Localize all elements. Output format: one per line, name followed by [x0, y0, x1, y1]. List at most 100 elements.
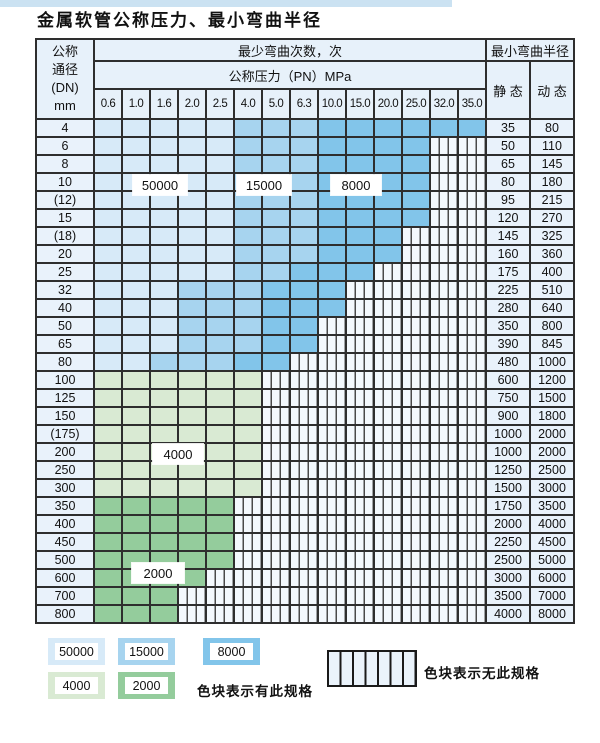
spec-cell: [207, 210, 233, 226]
no-spec-cell: [291, 498, 317, 514]
dynamic-radius-cell: 80: [531, 120, 573, 136]
no-spec-cell: [235, 516, 261, 532]
spec-cell: [291, 300, 317, 316]
spec-cell: [235, 444, 261, 460]
dynamic-radius-cell: 845: [531, 336, 573, 352]
no-spec-cell: [291, 552, 317, 568]
static-radius-cell: 2500: [487, 552, 529, 568]
no-spec-cell: [291, 534, 317, 550]
no-spec-cell: [459, 300, 485, 316]
spec-cell: [123, 192, 149, 208]
spec-cell: [291, 156, 317, 172]
no-spec-cell: [263, 552, 289, 568]
spec-cell: [95, 120, 121, 136]
pressure-tick: 20.0: [375, 90, 401, 118]
spec-cell: [263, 210, 289, 226]
no-spec-cell: [263, 498, 289, 514]
spec-cell: [235, 480, 261, 496]
cycle-count-label: 8000: [331, 175, 381, 195]
no-spec-cell: [179, 588, 205, 604]
spec-cell: [123, 372, 149, 388]
static-radius-cell: 280: [487, 300, 529, 316]
no-spec-cell: [375, 282, 401, 298]
spec-cell: [95, 300, 121, 316]
spec-cell: [319, 282, 345, 298]
spec-cell: [263, 228, 289, 244]
no-spec-cell: [375, 390, 401, 406]
cycle-count-label: 4000: [153, 444, 203, 464]
pressure-tick: 1.6: [151, 90, 177, 118]
no-spec-cell: [319, 498, 345, 514]
no-spec-cell: [403, 318, 429, 334]
dynamic-radius-cell: 3000: [531, 480, 573, 496]
dynamic-radius-cell: 325: [531, 228, 573, 244]
no-spec-cell: [459, 462, 485, 478]
spec-cell: [235, 156, 261, 172]
no-spec-cell: [403, 408, 429, 424]
no-spec-cell: [375, 516, 401, 532]
spec-cell: [207, 516, 233, 532]
spec-cell: [151, 318, 177, 334]
static-radius-cell: 600: [487, 372, 529, 388]
dynamic-radius-cell: 4500: [531, 534, 573, 550]
dynamic-radius-cell: 1000: [531, 354, 573, 370]
dn-cell: 100: [37, 372, 93, 388]
dn-cell: 350: [37, 498, 93, 514]
dn-cell: 600: [37, 570, 93, 586]
spec-cell: [151, 534, 177, 550]
dynamic-radius-cell: 400: [531, 264, 573, 280]
spec-cell: [291, 174, 317, 190]
dn-cell: (12): [37, 192, 93, 208]
spec-cell: [123, 282, 149, 298]
spec-cell: [179, 282, 205, 298]
no-spec-cell: [431, 336, 457, 352]
spec-cell: [179, 318, 205, 334]
spec-cell: [123, 480, 149, 496]
spec-cell: [95, 210, 121, 226]
spec-cell: [179, 372, 205, 388]
no-spec-cell: [375, 498, 401, 514]
no-spec-cell: [319, 606, 345, 622]
spec-cell: [403, 174, 429, 190]
spec-cell: [95, 462, 121, 478]
static-radius-cell: 175: [487, 264, 529, 280]
spec-cell: [403, 210, 429, 226]
spec-cell: [347, 120, 373, 136]
static-radius-cell: 1750: [487, 498, 529, 514]
spec-cell: [95, 552, 121, 568]
no-spec-swatch: [327, 650, 417, 687]
no-spec-cell: [431, 264, 457, 280]
spec-cell: [95, 408, 121, 424]
spec-cell: [95, 426, 121, 442]
spec-cell: [375, 192, 401, 208]
spec-cell: [123, 336, 149, 352]
spec-cell: [151, 480, 177, 496]
static-radius-cell: 50: [487, 138, 529, 154]
no-spec-cell: [375, 534, 401, 550]
dn-cell: (18): [37, 228, 93, 244]
no-spec-cell: [319, 588, 345, 604]
no-spec-cell: [459, 264, 485, 280]
spec-cell: [207, 156, 233, 172]
spec-cell: [95, 390, 121, 406]
spec-cell: [347, 228, 373, 244]
spec-cell: [179, 426, 205, 442]
no-spec-cell: [347, 570, 373, 586]
pressure-header: 公称压力（PN）MPa: [95, 62, 485, 88]
no-spec-cell: [347, 318, 373, 334]
static-radius-cell: 750: [487, 390, 529, 406]
dynamic-radius-cell: 4000: [531, 516, 573, 532]
spec-cell: [123, 426, 149, 442]
spec-cell: [179, 192, 205, 208]
spec-cell: [179, 210, 205, 226]
spec-cell: [123, 228, 149, 244]
no-spec-cell: [403, 390, 429, 406]
dynamic-radius-cell: 800: [531, 318, 573, 334]
no-spec-cell: [459, 336, 485, 352]
no-spec-cell: [179, 606, 205, 622]
spec-cell: [151, 606, 177, 622]
spec-cell: [123, 156, 149, 172]
no-spec-cell: [431, 174, 457, 190]
spec-cell: [263, 120, 289, 136]
no-spec-cell: [403, 426, 429, 442]
